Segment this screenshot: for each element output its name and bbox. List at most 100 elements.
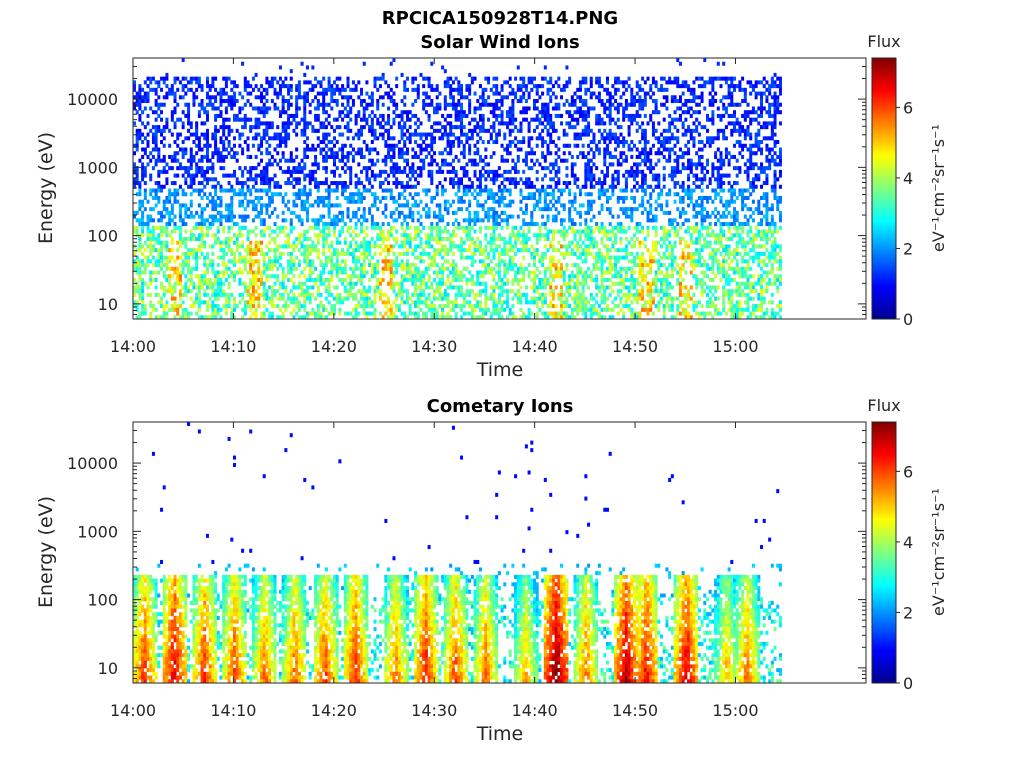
heat-cell xyxy=(481,99,485,104)
heat-cell xyxy=(246,285,250,290)
heat-cell xyxy=(205,255,209,260)
heat-cell xyxy=(292,113,296,118)
heat-cell xyxy=(311,292,315,297)
heat-cell xyxy=(138,184,142,189)
heat-cell xyxy=(146,91,150,96)
heat-cell xyxy=(481,270,485,275)
heat-cell xyxy=(149,311,153,316)
heat-cell xyxy=(281,106,285,111)
heat-cell xyxy=(170,181,174,186)
heat-cell xyxy=(403,233,407,238)
heat-cell xyxy=(292,300,296,305)
heat-cell xyxy=(292,263,296,268)
heat-cell xyxy=(478,203,482,208)
heat-cell xyxy=(322,225,326,230)
heat-cell xyxy=(157,184,161,189)
heat-cell xyxy=(233,240,236,245)
heat-cell xyxy=(233,277,236,283)
heat-cell xyxy=(357,151,361,156)
heat-cell xyxy=(551,195,555,200)
heat-cell xyxy=(543,285,547,290)
heat-cell xyxy=(246,80,250,85)
heat-cell xyxy=(405,128,409,133)
heat-cell xyxy=(435,251,439,256)
heat-cell xyxy=(433,251,436,256)
heat-cell xyxy=(178,117,182,122)
heat-cell xyxy=(195,274,199,279)
heat-cell xyxy=(241,240,245,245)
heat-cell xyxy=(249,315,253,320)
heat-cell xyxy=(454,292,458,297)
heat-cell xyxy=(297,169,301,174)
heat-cell xyxy=(460,236,464,241)
heat-cell xyxy=(284,300,288,305)
heat-cell xyxy=(222,240,226,245)
heat-cell xyxy=(489,195,493,200)
heat-cell xyxy=(314,266,318,271)
heat-cell xyxy=(219,188,223,193)
heat-cell xyxy=(200,281,204,286)
heat-cell xyxy=(476,210,480,215)
heat-cell xyxy=(514,117,518,122)
heat-cell xyxy=(330,292,334,297)
heat-cell xyxy=(265,110,269,115)
heat-cell xyxy=(351,87,355,92)
heat-cell xyxy=(295,177,299,182)
heat-cell xyxy=(268,214,272,219)
heat-cell xyxy=(457,304,461,309)
heat-cell xyxy=(146,113,150,118)
heat-cell xyxy=(373,147,377,152)
heat-cell xyxy=(438,236,442,241)
heat-cell xyxy=(551,233,555,238)
heat-cell xyxy=(551,229,555,234)
heat-cell xyxy=(208,87,212,92)
heat-cell xyxy=(203,274,207,279)
heat-cell xyxy=(260,143,264,148)
heat-cell xyxy=(560,192,564,197)
heat-cell xyxy=(157,173,161,178)
heat-cell xyxy=(160,300,164,305)
heat-cell xyxy=(354,248,358,253)
heat-cell xyxy=(333,296,336,301)
heat-cell xyxy=(262,270,266,275)
heat-cell xyxy=(370,184,374,189)
heat-cell xyxy=(178,184,182,189)
heat-cell xyxy=(284,136,288,141)
heat-cell xyxy=(173,181,177,186)
heat-cell xyxy=(273,91,277,96)
heat-cell xyxy=(551,214,555,219)
heat-cell xyxy=(295,192,299,197)
heat-cell xyxy=(184,192,188,197)
heat-cell xyxy=(333,181,336,186)
heat-cell xyxy=(530,184,534,189)
heat-cell xyxy=(505,315,509,320)
heat-cell xyxy=(378,169,382,174)
heat-cell xyxy=(414,300,418,305)
heat-cell xyxy=(468,128,472,133)
heat-cell xyxy=(192,236,196,241)
heat-cell xyxy=(549,289,553,294)
heat-cell xyxy=(551,274,555,279)
heat-cell xyxy=(278,281,282,286)
heat-cell xyxy=(327,147,331,152)
heat-cell xyxy=(381,233,385,238)
heat-cell xyxy=(233,214,236,219)
heat-cell xyxy=(465,229,469,234)
heat-cell xyxy=(262,188,266,193)
heat-cell xyxy=(543,117,547,122)
heat-cell xyxy=(481,102,485,107)
heat-cell xyxy=(427,285,431,290)
heat-cell xyxy=(227,143,231,148)
heat-cell xyxy=(546,102,550,107)
heat-cell xyxy=(441,184,445,189)
heat-cell xyxy=(135,304,139,309)
heat-cell xyxy=(143,207,147,212)
heat-cell xyxy=(535,285,539,290)
heat-cell xyxy=(260,233,264,238)
heat-cell xyxy=(338,132,342,137)
heat-cell xyxy=(392,244,396,249)
heat-cell xyxy=(476,192,480,197)
heat-cell xyxy=(233,80,236,85)
heat-cell xyxy=(527,184,531,189)
